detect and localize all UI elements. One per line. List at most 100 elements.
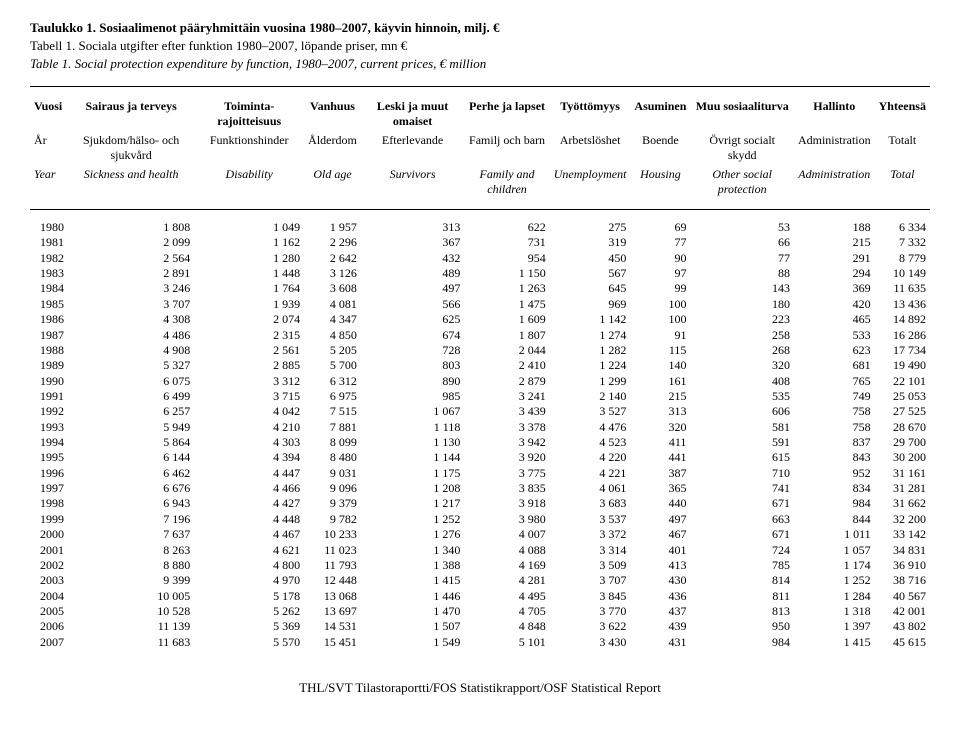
value-cell: 275 — [550, 220, 631, 235]
value-cell: 1 475 — [464, 297, 549, 312]
col-header: Unemployment — [550, 165, 631, 199]
value-cell: 88 — [690, 266, 794, 281]
value-cell: 188 — [794, 220, 875, 235]
value-cell: 31 662 — [875, 496, 930, 511]
value-cell: 741 — [690, 481, 794, 496]
value-cell: 1 280 — [194, 251, 304, 266]
value-cell: 367 — [361, 235, 465, 250]
table-row: 19976 6764 4669 0961 2083 8354 061365741… — [30, 481, 930, 496]
value-cell: 320 — [630, 420, 690, 435]
value-cell: 1 130 — [361, 435, 465, 450]
col-header: Arbetslöshet — [550, 131, 631, 165]
year-cell: 2001 — [30, 543, 68, 558]
value-cell: 437 — [630, 604, 690, 619]
value-cell: 954 — [464, 251, 549, 266]
value-cell: 765 — [794, 374, 875, 389]
value-cell: 984 — [690, 635, 794, 650]
value-cell: 1 284 — [794, 589, 875, 604]
col-header: Sickness and health — [68, 165, 194, 199]
value-cell: 430 — [630, 573, 690, 588]
value-cell: 3 430 — [550, 635, 631, 650]
table-body: 19801 8081 0491 95731362227569531886 334… — [30, 210, 930, 651]
value-cell: 3 312 — [194, 374, 304, 389]
value-cell: 3 942 — [464, 435, 549, 450]
value-cell: 313 — [361, 220, 465, 235]
value-cell: 497 — [630, 512, 690, 527]
value-cell: 6 943 — [68, 496, 194, 511]
value-cell: 663 — [690, 512, 794, 527]
value-cell: 215 — [794, 235, 875, 250]
value-cell: 969 — [550, 297, 631, 312]
value-cell: 1 011 — [794, 527, 875, 542]
value-cell: 623 — [794, 343, 875, 358]
value-cell: 3 509 — [550, 558, 631, 573]
value-cell: 1 142 — [550, 312, 631, 327]
value-cell: 22 101 — [875, 374, 930, 389]
value-cell: 115 — [630, 343, 690, 358]
value-cell: 6 144 — [68, 450, 194, 465]
value-cell: 180 — [690, 297, 794, 312]
value-cell: 6 462 — [68, 466, 194, 481]
value-cell: 34 831 — [875, 543, 930, 558]
value-cell: 4 308 — [68, 312, 194, 327]
value-cell: 6 676 — [68, 481, 194, 496]
year-cell: 1996 — [30, 466, 68, 481]
value-cell: 710 — [690, 466, 794, 481]
value-cell: 2 885 — [194, 358, 304, 373]
value-cell: 1 276 — [361, 527, 465, 542]
year-cell: 2000 — [30, 527, 68, 542]
year-cell: 2006 — [30, 619, 68, 634]
value-cell: 1 049 — [194, 220, 304, 235]
year-cell: 1997 — [30, 481, 68, 496]
table-row: 200611 1395 36914 5311 5074 8483 6224399… — [30, 619, 930, 634]
table-row: 19822 5641 2802 64243295445090772918 779 — [30, 251, 930, 266]
value-cell: 1 252 — [794, 573, 875, 588]
value-cell: 758 — [794, 404, 875, 419]
value-cell: 1 939 — [194, 297, 304, 312]
value-cell: 1 150 — [464, 266, 549, 281]
value-cell: 2 315 — [194, 328, 304, 343]
col-header: Year — [30, 165, 68, 199]
value-cell: 16 286 — [875, 328, 930, 343]
value-cell: 844 — [794, 512, 875, 527]
value-cell: 77 — [690, 251, 794, 266]
title-en: Table 1. Social protection expenditure b… — [30, 56, 930, 72]
value-cell: 33 142 — [875, 527, 930, 542]
value-cell: 3 314 — [550, 543, 631, 558]
value-cell: 4 800 — [194, 558, 304, 573]
value-cell: 1 174 — [794, 558, 875, 573]
value-cell: 950 — [690, 619, 794, 634]
table-row: 20007 6374 46710 2331 2764 0073 37246767… — [30, 527, 930, 542]
value-cell: 28 670 — [875, 420, 930, 435]
year-cell: 1988 — [30, 343, 68, 358]
value-cell: 31 281 — [875, 481, 930, 496]
value-cell: 4 523 — [550, 435, 631, 450]
value-cell: 1 057 — [794, 543, 875, 558]
value-cell: 2 140 — [550, 389, 631, 404]
value-cell: 441 — [630, 450, 690, 465]
value-cell: 32 200 — [875, 512, 930, 527]
value-cell: 3 707 — [68, 297, 194, 312]
year-cell: 2002 — [30, 558, 68, 573]
value-cell: 3 683 — [550, 496, 631, 511]
value-cell: 143 — [690, 281, 794, 296]
value-cell: 313 — [630, 404, 690, 419]
value-cell: 432 — [361, 251, 465, 266]
value-cell: 3 920 — [464, 450, 549, 465]
col-header: Boende — [630, 131, 690, 165]
value-cell: 100 — [630, 312, 690, 327]
value-cell: 4 042 — [194, 404, 304, 419]
value-cell: 2 410 — [464, 358, 549, 373]
value-cell: 591 — [690, 435, 794, 450]
table-row: 19906 0753 3126 3128902 8791 29916140876… — [30, 374, 930, 389]
value-cell: 803 — [361, 358, 465, 373]
year-cell: 1998 — [30, 496, 68, 511]
value-cell: 8 779 — [875, 251, 930, 266]
value-cell: 3 918 — [464, 496, 549, 511]
value-cell: 3 770 — [550, 604, 631, 619]
value-cell: 2 879 — [464, 374, 549, 389]
col-header: Administration — [794, 131, 875, 165]
value-cell: 5 700 — [304, 358, 361, 373]
value-cell: 1 252 — [361, 512, 465, 527]
table-row: 19997 1964 4489 7821 2523 9803 537497663… — [30, 512, 930, 527]
